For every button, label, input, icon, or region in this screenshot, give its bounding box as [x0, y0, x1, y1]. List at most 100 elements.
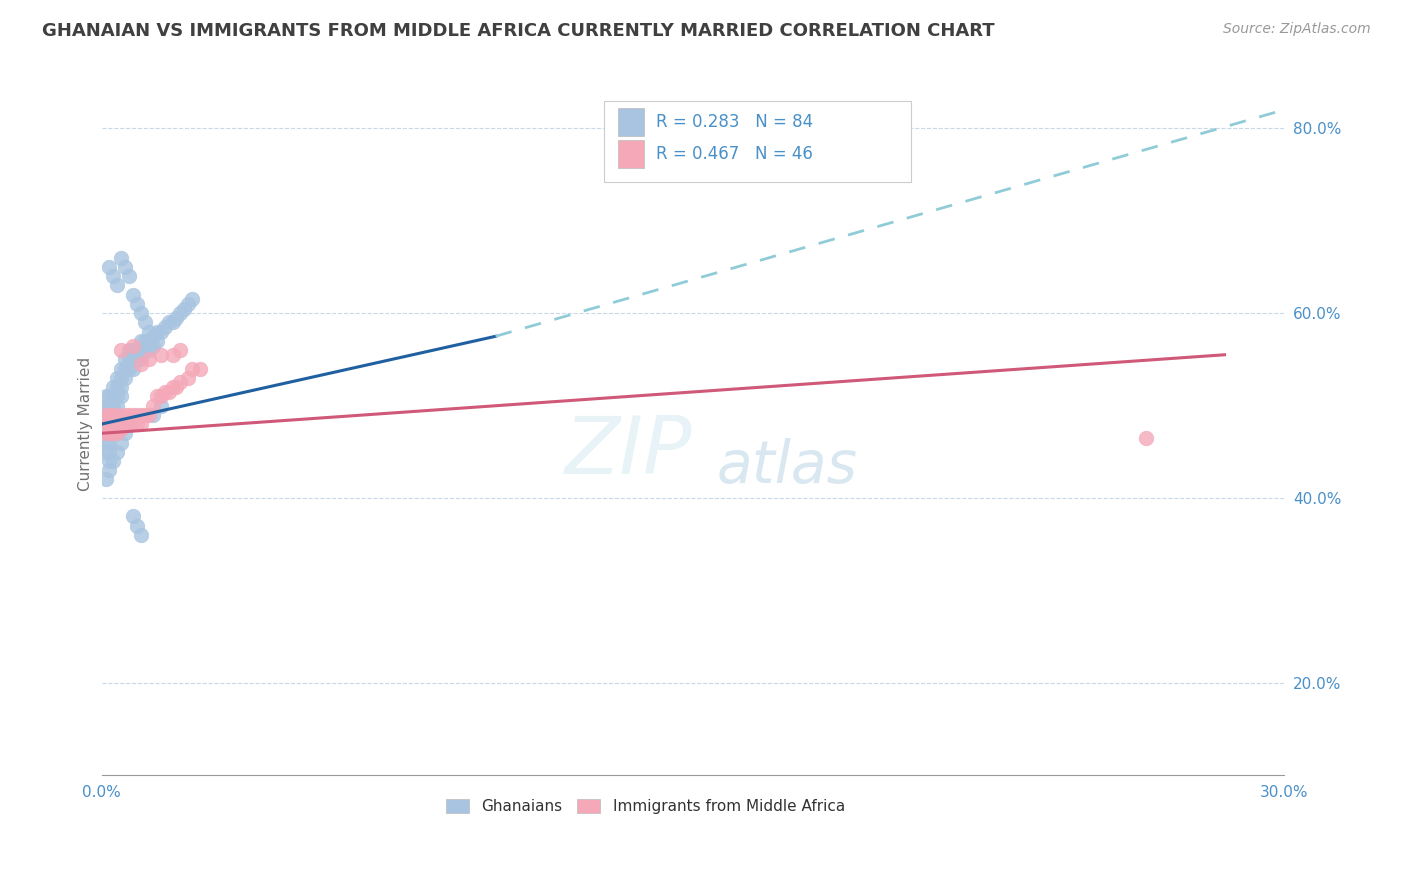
- Point: [173, 301, 195, 316]
- Point: [103, 408, 125, 422]
- Point: [118, 343, 141, 358]
- FancyBboxPatch shape: [605, 101, 911, 182]
- Point: [149, 325, 172, 339]
- Point: [129, 334, 152, 348]
- Point: [98, 260, 121, 274]
- Point: [110, 343, 132, 358]
- Point: [94, 399, 117, 413]
- Point: [98, 399, 121, 413]
- Point: [105, 426, 128, 441]
- Point: [181, 361, 204, 376]
- Point: [138, 343, 160, 358]
- Point: [114, 260, 136, 274]
- Point: [103, 380, 125, 394]
- Point: [103, 454, 125, 468]
- Point: [105, 408, 128, 422]
- Point: [125, 352, 148, 367]
- Point: [105, 408, 128, 422]
- Point: [98, 408, 121, 422]
- Point: [134, 315, 156, 329]
- Point: [110, 435, 132, 450]
- Point: [142, 399, 165, 413]
- Point: [114, 408, 136, 422]
- Point: [129, 352, 152, 367]
- Point: [110, 412, 132, 426]
- Point: [98, 435, 121, 450]
- Point: [103, 417, 125, 431]
- Point: [129, 417, 152, 431]
- Point: [122, 361, 145, 376]
- Point: [98, 417, 121, 431]
- Point: [157, 315, 180, 329]
- Point: [122, 509, 145, 524]
- Point: [134, 343, 156, 358]
- Y-axis label: Currently Married: Currently Married: [79, 357, 93, 491]
- Point: [162, 348, 184, 362]
- Point: [118, 352, 141, 367]
- Point: [94, 408, 117, 422]
- Point: [149, 348, 172, 362]
- Point: [153, 384, 176, 399]
- Point: [94, 444, 117, 458]
- Point: [149, 389, 172, 403]
- Point: [118, 361, 141, 376]
- Point: [94, 417, 117, 431]
- Point: [110, 389, 132, 403]
- Point: [105, 399, 128, 413]
- Point: [125, 297, 148, 311]
- Point: [114, 426, 136, 441]
- Point: [153, 320, 176, 334]
- Point: [138, 408, 160, 422]
- Point: [114, 352, 136, 367]
- Point: [129, 408, 152, 422]
- Point: [103, 426, 125, 441]
- Point: [103, 399, 125, 413]
- Point: [166, 310, 188, 325]
- Point: [122, 338, 145, 352]
- Point: [98, 408, 121, 422]
- Point: [169, 343, 191, 358]
- Point: [149, 399, 172, 413]
- Text: GHANAIAN VS IMMIGRANTS FROM MIDDLE AFRICA CURRENTLY MARRIED CORRELATION CHART: GHANAIAN VS IMMIGRANTS FROM MIDDLE AFRIC…: [42, 22, 995, 40]
- Text: R = 0.283   N = 84: R = 0.283 N = 84: [657, 113, 813, 131]
- Point: [125, 518, 148, 533]
- Point: [134, 408, 156, 422]
- Point: [103, 269, 125, 284]
- Point: [110, 371, 132, 385]
- Point: [157, 384, 180, 399]
- Point: [110, 380, 132, 394]
- Point: [145, 389, 167, 403]
- Point: [110, 422, 132, 436]
- Point: [169, 306, 191, 320]
- Point: [114, 361, 136, 376]
- Point: [129, 528, 152, 542]
- Point: [118, 417, 141, 431]
- Point: [94, 473, 117, 487]
- Point: [94, 426, 117, 441]
- Point: [169, 376, 191, 390]
- Text: ZIP: ZIP: [565, 413, 693, 491]
- Point: [125, 417, 148, 431]
- Point: [122, 343, 145, 358]
- FancyBboxPatch shape: [619, 108, 644, 136]
- Point: [98, 417, 121, 431]
- Point: [105, 389, 128, 403]
- Point: [181, 293, 204, 307]
- Point: [162, 315, 184, 329]
- Point: [138, 352, 160, 367]
- Point: [114, 417, 136, 431]
- Point: [188, 361, 211, 376]
- Point: [125, 408, 148, 422]
- Point: [134, 334, 156, 348]
- Point: [105, 380, 128, 394]
- Point: [103, 389, 125, 403]
- Point: [98, 444, 121, 458]
- Point: [118, 408, 141, 422]
- Point: [105, 278, 128, 293]
- Point: [105, 417, 128, 431]
- Point: [94, 389, 117, 403]
- Point: [177, 371, 200, 385]
- Point: [105, 371, 128, 385]
- Point: [122, 287, 145, 301]
- Point: [94, 417, 117, 431]
